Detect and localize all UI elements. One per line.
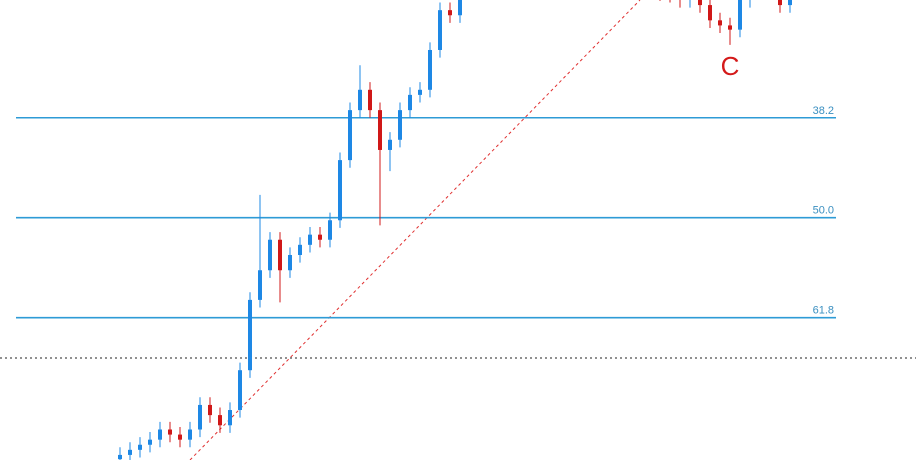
fib-label: 50.0 (813, 205, 834, 217)
candle-body (428, 49, 432, 90)
candle-body (168, 429, 172, 435)
candle-body (308, 234, 312, 245)
candle-body (248, 299, 252, 371)
candle-body (228, 410, 232, 426)
fib-label: 38.2 (813, 105, 834, 117)
fib-label: 61.8 (813, 305, 834, 317)
candle-body (368, 89, 372, 111)
candle-body (358, 89, 362, 111)
candle-body (718, 20, 722, 26)
candle-body (258, 270, 262, 300)
candle-body (118, 454, 122, 460)
candle-body (388, 139, 392, 150)
candle-body (728, 25, 732, 30)
wave-label: C (721, 51, 740, 81)
candle-body (408, 94, 412, 111)
candle-body (218, 415, 222, 426)
candle-body (418, 89, 422, 95)
candle-body (238, 370, 242, 411)
candle-body (138, 444, 142, 450)
candle-body (698, 0, 702, 6)
candle-body (738, 0, 742, 30)
candle-body (338, 160, 342, 221)
candle-body (298, 244, 302, 255)
candle-body (788, 0, 792, 6)
candle-body (458, 0, 462, 16)
candle-body (208, 404, 212, 416)
candle-body (278, 239, 282, 271)
candle-body (128, 449, 132, 455)
candle-body (178, 434, 182, 440)
candle-body (448, 10, 452, 16)
candle-body (398, 110, 402, 140)
candle-body (378, 110, 382, 150)
candle-body (288, 254, 292, 271)
candle-body (348, 110, 352, 161)
candle-body (268, 239, 272, 271)
candle-body (328, 220, 332, 240)
candle-body (438, 10, 442, 50)
candle-body (148, 439, 152, 445)
candle-body (198, 404, 202, 430)
candle-body (188, 429, 192, 440)
trend-line (189, 0, 641, 460)
candle-body (158, 429, 162, 440)
candle-body (708, 5, 712, 21)
candle-body (778, 0, 782, 6)
candle-body (318, 234, 322, 240)
